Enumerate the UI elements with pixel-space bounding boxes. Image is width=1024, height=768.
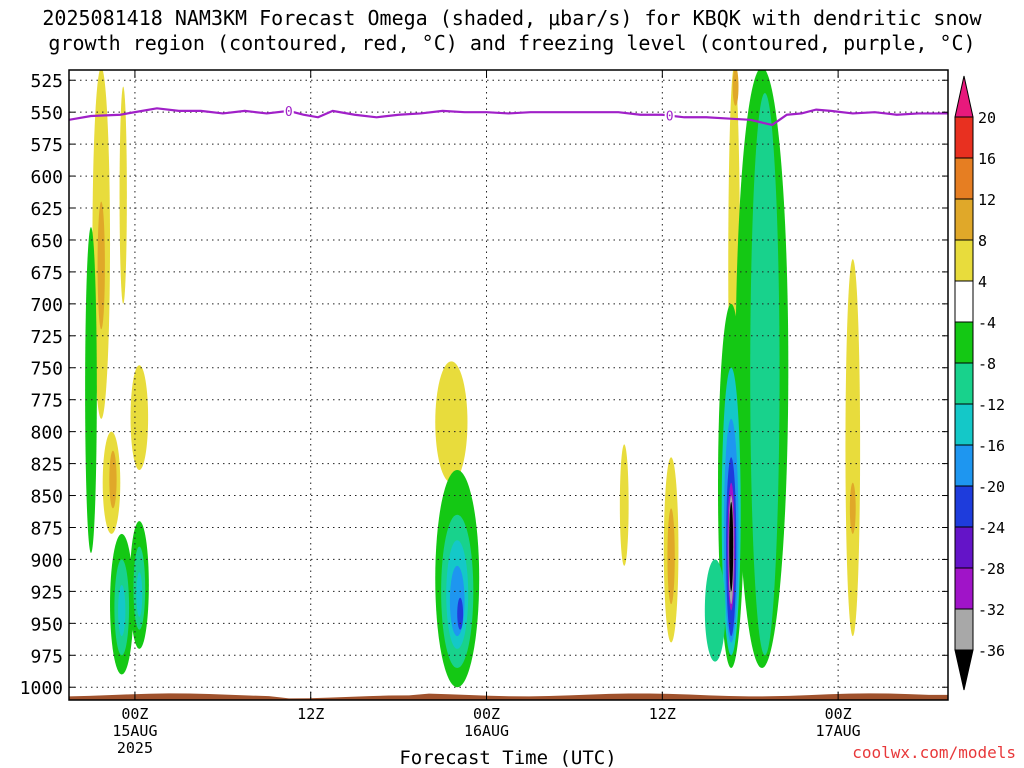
omega-cell bbox=[457, 597, 464, 630]
omega-cell bbox=[119, 86, 127, 304]
omega-cell bbox=[729, 501, 734, 592]
y-tick-label: 800 bbox=[30, 423, 63, 444]
omega-cell bbox=[85, 227, 97, 554]
colorbar-label: -32 bbox=[978, 601, 1005, 619]
colorbar-label: 20 bbox=[978, 109, 996, 127]
y-tick-label: 875 bbox=[30, 518, 63, 539]
x-tick-label: 00Z bbox=[473, 705, 500, 723]
colorbar-segment bbox=[954, 157, 974, 200]
freezing-level-label-bg bbox=[283, 103, 294, 117]
x-tick-label: 00Z bbox=[825, 705, 852, 723]
chart-title-line-2: growth region (contoured, red, °C) and f… bbox=[48, 31, 976, 55]
freezing-level-label-bg bbox=[664, 108, 675, 122]
colorbar-label: 8 bbox=[978, 232, 987, 250]
x-tick-label: 2025 bbox=[117, 739, 153, 757]
omega-cell bbox=[130, 365, 149, 470]
omega-cell bbox=[704, 559, 726, 662]
colorbar-segment bbox=[954, 239, 974, 282]
colorbar-label: -12 bbox=[978, 396, 1005, 414]
omega-cell bbox=[845, 259, 861, 637]
y-tick-label: 975 bbox=[30, 646, 63, 667]
colorbar-label: -16 bbox=[978, 437, 1005, 455]
omega-cell bbox=[449, 565, 465, 637]
y-tick-label: 525 bbox=[30, 71, 63, 92]
omega-cell bbox=[750, 93, 780, 656]
colorbar-segment bbox=[954, 362, 974, 405]
y-tick-label: 700 bbox=[30, 295, 63, 316]
colorbar: 20 16 12 8 4 -4 -8 -12 -16 -20 -24 -28 -32 -36 bbox=[954, 75, 1005, 691]
x-axis-label: Forecast Time (UTC) bbox=[399, 747, 616, 768]
colorbar-cap-bottom bbox=[954, 649, 974, 691]
x-tick-label: 12Z bbox=[297, 705, 324, 723]
y-tick-label: 850 bbox=[30, 487, 63, 508]
colorbar-label: 16 bbox=[978, 150, 996, 168]
colorbar-segment bbox=[954, 280, 974, 323]
y-tick-label: 575 bbox=[30, 135, 63, 156]
y-tick-label: 1000 bbox=[20, 678, 63, 699]
y-tick-label: 625 bbox=[30, 199, 63, 220]
y-tick-label: 900 bbox=[30, 550, 63, 571]
y-tick-label: 950 bbox=[30, 614, 63, 635]
y-tick-label: 925 bbox=[30, 582, 63, 603]
colorbar-segment bbox=[954, 444, 974, 487]
colorbar-segment bbox=[954, 526, 974, 569]
colorbar-segment bbox=[954, 403, 974, 446]
colorbar-segment bbox=[954, 485, 974, 528]
omega-cell bbox=[97, 201, 105, 330]
colorbar-label: -28 bbox=[978, 560, 1005, 578]
colorbar-label: -20 bbox=[978, 478, 1005, 496]
freezing-level-label: 0 bbox=[666, 110, 674, 125]
x-tick-label: 17AUG bbox=[816, 722, 861, 740]
colorbar-segment bbox=[954, 198, 974, 241]
colorbar-segment bbox=[954, 321, 974, 364]
colorbar-label: 4 bbox=[978, 273, 987, 291]
freezing-level-label: 0 bbox=[285, 105, 293, 120]
x-tick-label: 16AUG bbox=[464, 722, 509, 740]
colorbar-segment bbox=[954, 567, 974, 610]
colorbar-label: -36 bbox=[978, 642, 1005, 660]
colorbar-segment bbox=[954, 116, 974, 159]
colorbar-label: -4 bbox=[978, 314, 996, 332]
omega-cell bbox=[849, 482, 856, 534]
omega-cell bbox=[435, 361, 468, 483]
omega-cell bbox=[732, 70, 739, 106]
colorbar-label: -24 bbox=[978, 519, 1005, 537]
y-tick-label: 750 bbox=[30, 359, 63, 380]
omega-cell bbox=[136, 572, 143, 617]
y-tick-label: 550 bbox=[30, 103, 63, 124]
y-tick-label: 675 bbox=[30, 263, 63, 284]
x-tick-label: 15AUG bbox=[112, 722, 157, 740]
omega-cell bbox=[667, 508, 675, 605]
omega-cell bbox=[109, 450, 117, 509]
y-tick-label: 600 bbox=[30, 167, 63, 188]
colorbar-label: -8 bbox=[978, 355, 996, 373]
terrain-band bbox=[69, 693, 948, 700]
chart-title-line-1: 2025081418 NAM3KM Forecast Omega (shaded… bbox=[42, 6, 982, 30]
y-tick-label: 650 bbox=[30, 231, 63, 252]
colorbar-cap-top bbox=[954, 75, 974, 118]
plot-frame bbox=[68, 69, 949, 701]
omega-cell bbox=[118, 584, 126, 637]
y-tick-label: 725 bbox=[30, 327, 63, 348]
y-tick-label: 825 bbox=[30, 455, 63, 476]
credit-link[interactable]: coolwx.com/models bbox=[852, 743, 1016, 762]
y-tick-label: 775 bbox=[30, 391, 63, 412]
omega-cell bbox=[619, 444, 629, 566]
x-tick-label: 00Z bbox=[121, 705, 148, 723]
colorbar-segment bbox=[954, 608, 974, 651]
x-tick-label: 12Z bbox=[649, 705, 676, 723]
freezing-level-line bbox=[69, 107, 948, 127]
colorbar-label: 12 bbox=[978, 191, 996, 209]
